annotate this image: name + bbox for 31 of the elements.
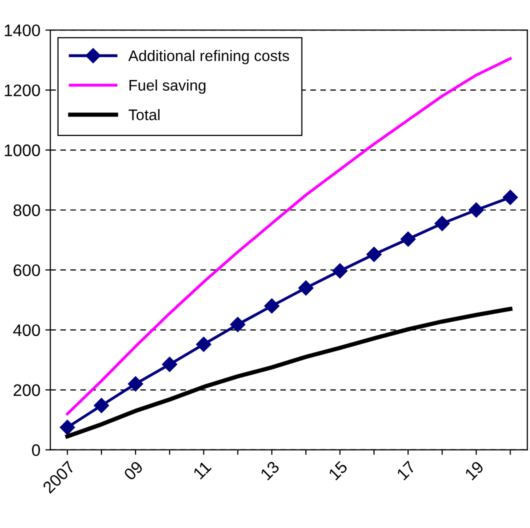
y-tick-label: 600	[14, 264, 40, 276]
y-tick-label: 0	[32, 444, 40, 456]
point	[60, 420, 75, 435]
point	[230, 316, 246, 332]
y-tick-label: 800	[14, 204, 40, 216]
legend-label: Fuel saving	[130, 79, 206, 94]
point	[196, 336, 212, 352]
point	[162, 356, 178, 372]
x-tick-label: 19	[464, 460, 484, 480]
point	[400, 232, 416, 247]
y-tick-label: 1200	[4, 84, 40, 96]
point	[332, 263, 348, 278]
y-tick-label: 400	[13, 324, 40, 336]
y-tick-label: 1400	[4, 24, 40, 36]
y-tick-label: 1000	[4, 144, 40, 156]
x-tick-label: 11	[192, 460, 212, 480]
point	[94, 398, 110, 414]
point	[264, 298, 280, 314]
point	[468, 202, 484, 218]
x-tick-label: 15	[328, 460, 348, 480]
x-tick-label: 09	[123, 460, 144, 481]
legend-label: Total	[128, 108, 160, 120]
point	[366, 246, 382, 262]
point	[434, 216, 450, 232]
x-tick-label: 13	[260, 460, 280, 480]
legend-label: Additional refining costs	[128, 50, 290, 64]
point	[502, 190, 518, 205]
point	[128, 376, 144, 392]
x-tick-label: 17	[396, 460, 416, 480]
y-tick-label: 200	[14, 384, 40, 396]
point	[298, 280, 314, 296]
